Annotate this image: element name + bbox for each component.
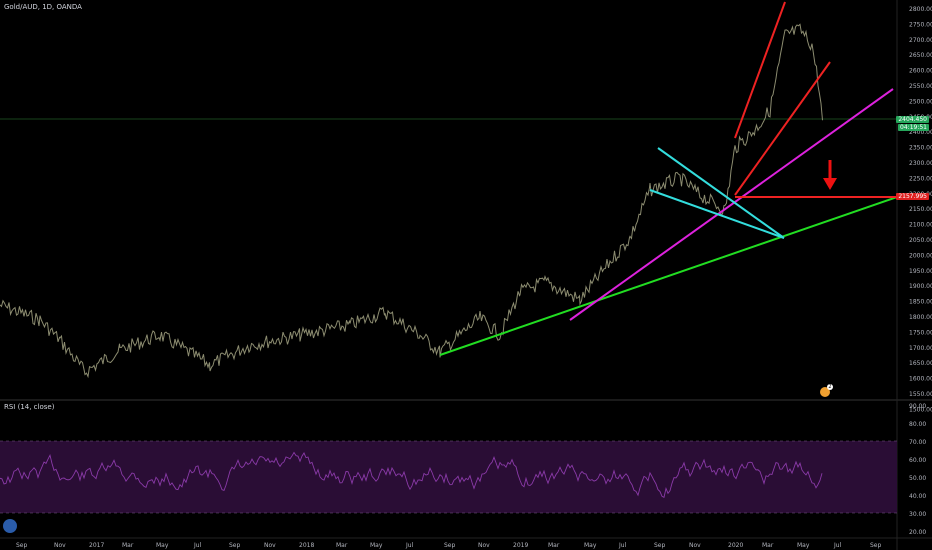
time-axis-label: Sep (229, 542, 241, 549)
rsi-axis-label: 40.00 (909, 493, 926, 500)
price-axis-label: 2350.00 (909, 145, 932, 152)
rsi-title: RSI (14, close) (4, 403, 54, 411)
rsi-axis-label: 20.00 (909, 529, 926, 536)
time-axis-label: Mar (762, 542, 774, 549)
time-axis-label: Nov (54, 542, 66, 549)
rsi-axis-label: 70.00 (909, 439, 926, 446)
price-axis-label: 2800.00 (909, 6, 932, 13)
time-axis-label: Mar (122, 542, 134, 549)
time-axis-label: Jul (193, 542, 202, 549)
price-axis-label: 1750.00 (909, 329, 932, 336)
time-axis-label: 2017 (89, 542, 104, 549)
price-axis-label: 2050.00 (909, 237, 932, 244)
time-axis-label: Mar (336, 542, 348, 549)
time-axis-label: May (156, 542, 169, 549)
time-axis-label: 2020 (728, 542, 743, 549)
price-axis-label: 2550.00 (909, 83, 932, 90)
alert-count: 2 (827, 384, 833, 390)
level-price-tag: 2157.995 (896, 193, 929, 200)
time-axis-label: Jul (833, 542, 842, 549)
price-axis-label: 1800.00 (909, 314, 932, 321)
price-axis-label: 1550.00 (909, 391, 932, 398)
price-axis-label: 2250.00 (909, 175, 932, 182)
time-axis-label: Sep (870, 542, 882, 549)
rsi-band (0, 441, 897, 513)
price-axis: 2800.00 2750.00 2700.00 2650.00 2600.00 2550.… (909, 6, 932, 413)
price-axis-label: 1600.00 (909, 376, 932, 383)
time-axis-label: Nov (689, 542, 701, 549)
rsi-axis-label: 60.00 (909, 457, 926, 464)
chart-title: Gold/AUD, 1D, OANDA (4, 3, 82, 11)
time-axis-label: Sep (444, 542, 456, 549)
rsi-axis-label: 50.00 (909, 475, 926, 482)
alert-icon[interactable]: 2 (820, 387, 830, 397)
time-axis-label: 2019 (513, 542, 528, 549)
time-axis-label: 2018 (299, 542, 314, 549)
time-axis: Sep Nov 2017 Mar May Jul Sep Nov 2018 Mar May Jul Se… (16, 542, 882, 549)
price-axis-label: 2650.00 (909, 52, 932, 59)
time-axis-label: May (584, 542, 597, 549)
time-axis-label: Jul (618, 542, 627, 549)
rsi-axis-label: 80.00 (909, 421, 926, 428)
time-axis-label: Mar (548, 542, 560, 549)
price-axis-label: 1850.00 (909, 299, 932, 306)
price-axis-label: 2150.00 (909, 206, 932, 213)
price-axis-label: 2750.00 (909, 21, 932, 28)
rsi-axis-label: 30.00 (909, 511, 926, 518)
last-price-tag: 2404.450 (896, 116, 929, 123)
time-axis-label: May (797, 542, 810, 549)
countdown-tag: 04:19:51 (898, 124, 929, 131)
rsi-axis: 90.00 80.00 70.00 60.00 50.00 40.00 30.00 20.00 (909, 403, 926, 536)
time-axis-label: Nov (478, 542, 490, 549)
price-axis-label: 2100.00 (909, 222, 932, 229)
price-axis-label: 2000.00 (909, 252, 932, 259)
time-axis-label: May (370, 542, 383, 549)
time-axis-label: Nov (264, 542, 276, 549)
price-axis-label: 1950.00 (909, 268, 932, 275)
rsi-axis-label: 90.00 (909, 403, 926, 410)
price-axis-label: 2700.00 (909, 37, 932, 44)
price-axis-label: 2300.00 (909, 160, 932, 167)
price-axis-label: 1900.00 (909, 283, 932, 290)
price-axis-label: 1700.00 (909, 345, 932, 352)
price-axis-label: 1650.00 (909, 360, 932, 367)
tradingview-logo-icon[interactable] (3, 519, 17, 533)
price-pane[interactable] (0, 0, 897, 399)
time-axis-label: Sep (654, 542, 666, 549)
price-axis-label: 2600.00 (909, 68, 932, 75)
price-axis-label: 2500.00 (909, 98, 932, 105)
time-axis-label: Jul (405, 542, 414, 549)
time-axis-label: Sep (16, 542, 28, 549)
